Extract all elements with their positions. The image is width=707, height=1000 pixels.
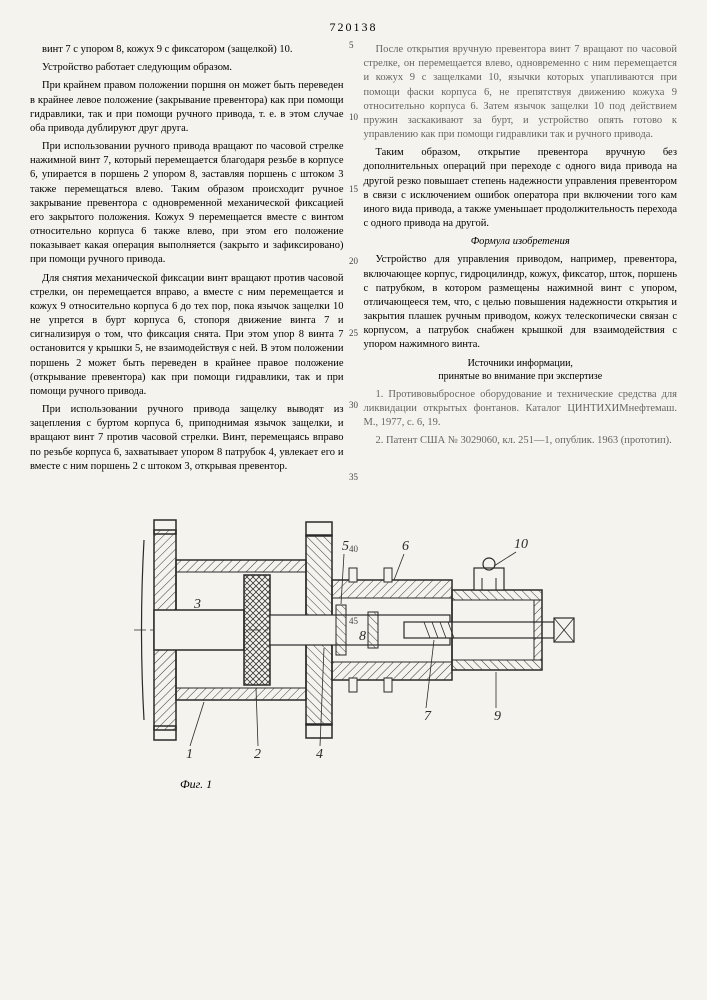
paragraph: Таким образом, открытие превентора вручн… [364, 146, 678, 231]
callout-8: 8 [359, 629, 366, 644]
rod [154, 610, 244, 650]
callout-7: 7 [424, 709, 432, 724]
callout-3: 3 [193, 597, 201, 612]
line-marker: 40 [349, 544, 358, 554]
callout-10: 10 [514, 537, 528, 552]
line-marker: 35 [349, 472, 358, 482]
callout-1: 1 [186, 747, 193, 762]
callout-5: 5 [342, 539, 349, 554]
reference-item: 1. Противовыбросное оборудование и техни… [364, 388, 678, 431]
formula-title: Формула изобретения [364, 235, 678, 249]
left-column: винт 7 с упором 8, кожух 9 с фиксатором … [30, 43, 344, 478]
paragraph: При использовании ручного привода защелк… [30, 403, 344, 474]
page-number: 720138 [30, 20, 677, 35]
screw [404, 618, 574, 642]
references-title: Источники информации, принятые во вниман… [364, 357, 678, 384]
line-marker: 30 [349, 400, 358, 410]
paragraph: Устройство работает следующим образом. [30, 61, 344, 75]
paragraph: При использовании ручного привода вращаю… [30, 140, 344, 268]
callout-2: 2 [254, 747, 261, 762]
line-number-gutter: 5 10 15 20 25 30 35 40 45 [349, 40, 358, 626]
paragraph: При крайнем правом положении поршня он м… [30, 79, 344, 136]
line-marker: 20 [349, 256, 358, 266]
paragraph: Для снятия механической фиксации винт вр… [30, 272, 344, 400]
piston [244, 575, 270, 685]
line-marker: 15 [349, 184, 358, 194]
paragraph: Устройство для управления приводом, напр… [364, 253, 678, 352]
right-column: После открытия вручную превентора винт 7… [364, 43, 678, 478]
callout-9: 9 [494, 709, 501, 724]
reference-item: 2. Патент США № 3029060, кл. 251—1, опуб… [364, 434, 678, 448]
line-marker: 5 [349, 40, 358, 50]
cap [336, 605, 346, 655]
line-marker: 45 [349, 616, 358, 626]
stop [368, 612, 378, 648]
patent-page: 720138 5 10 15 20 25 30 35 40 45 винт 7 … [0, 0, 707, 1000]
callout-6: 6 [402, 539, 409, 554]
paragraph: винт 7 с упором 8, кожух 9 с фиксатором … [30, 43, 344, 57]
figure-label: Фиг. 1 [180, 777, 677, 792]
line-marker: 25 [349, 328, 358, 338]
line-marker: 10 [349, 112, 358, 122]
callout-4: 4 [316, 747, 323, 762]
paragraph: После открытия вручную превентора винт 7… [364, 43, 678, 142]
